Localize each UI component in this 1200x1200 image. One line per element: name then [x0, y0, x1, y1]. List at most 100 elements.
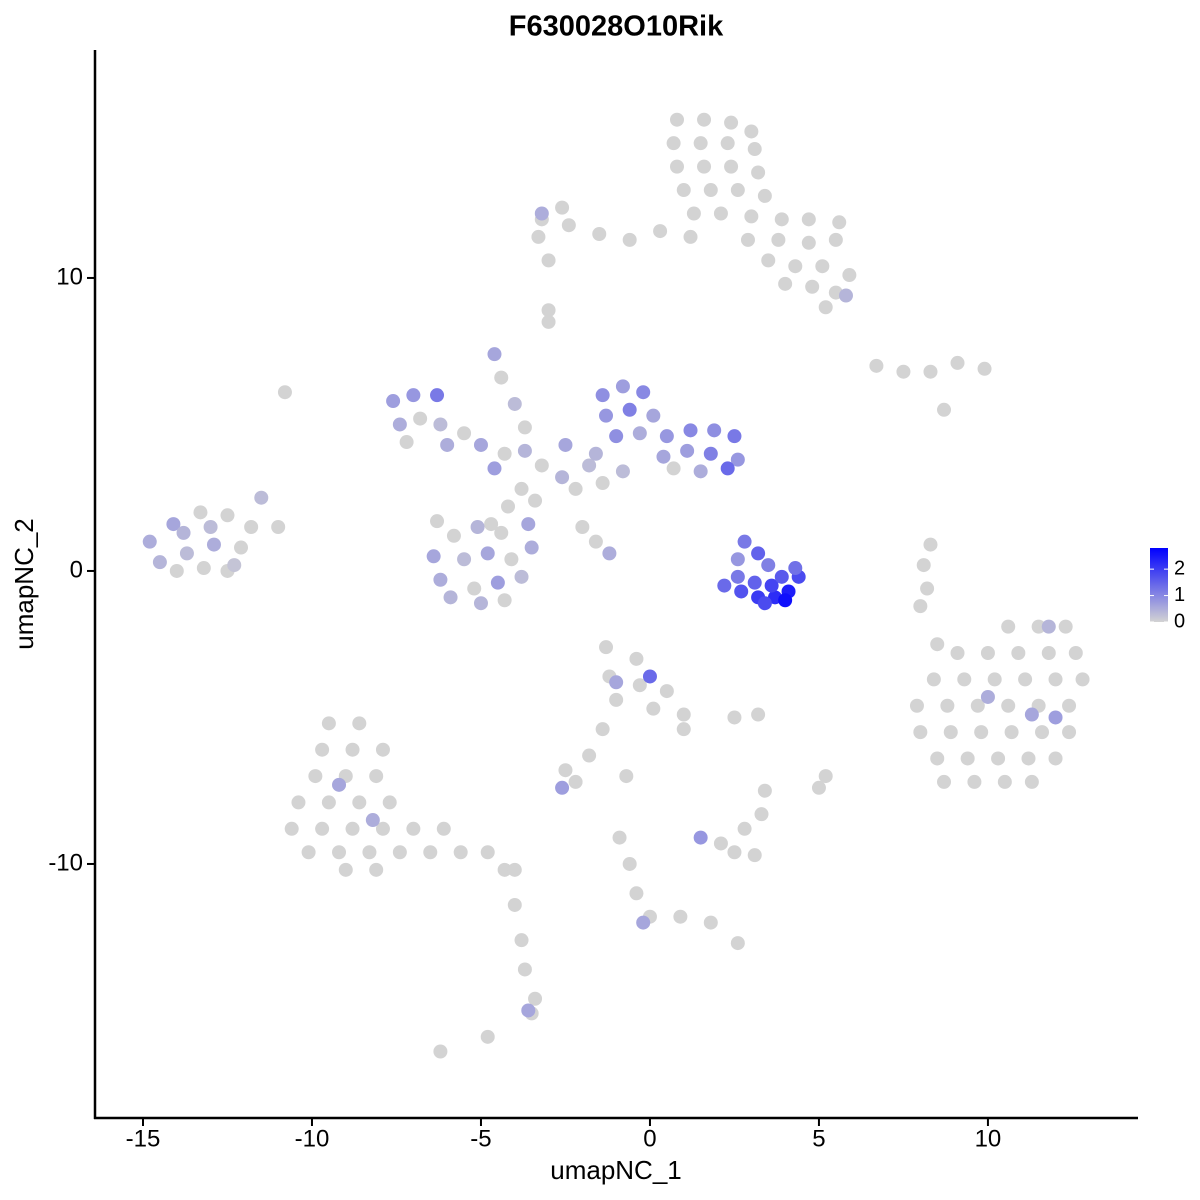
point: [622, 402, 637, 417]
point: [1004, 725, 1019, 740]
point: [693, 136, 708, 151]
point: [487, 461, 502, 476]
point: [937, 774, 952, 789]
point: [308, 769, 323, 784]
point: [659, 429, 674, 444]
point: [697, 112, 712, 127]
point: [430, 514, 445, 529]
point: [592, 227, 607, 242]
point: [659, 684, 674, 699]
point: [176, 525, 191, 540]
x-tick-label: -10: [295, 1125, 330, 1152]
point: [528, 493, 543, 508]
point: [980, 689, 995, 704]
point: [1048, 672, 1063, 687]
point: [588, 534, 603, 549]
point: [916, 558, 931, 573]
point: [676, 183, 691, 198]
point: [612, 830, 627, 845]
point: [413, 411, 428, 426]
point: [1021, 751, 1036, 766]
point: [757, 596, 772, 611]
point: [315, 821, 330, 836]
point: [440, 437, 455, 452]
point: [1058, 619, 1073, 634]
point: [970, 698, 985, 713]
point: [730, 452, 745, 467]
point: [724, 159, 739, 174]
point: [656, 449, 671, 464]
point: [561, 218, 576, 233]
point: [615, 379, 630, 394]
point: [805, 279, 820, 294]
point: [517, 420, 532, 435]
point: [609, 675, 624, 690]
point: [909, 698, 924, 713]
point: [832, 215, 847, 230]
point: [399, 435, 414, 450]
point: [1035, 725, 1050, 740]
point: [555, 470, 570, 485]
point: [1024, 774, 1039, 789]
point: [1001, 619, 1016, 634]
point: [457, 552, 472, 567]
point: [271, 520, 286, 535]
point: [575, 520, 590, 535]
point: [369, 862, 384, 877]
point: [977, 361, 992, 376]
point: [761, 558, 776, 573]
point: [957, 672, 972, 687]
point: [392, 417, 407, 432]
point: [433, 1044, 448, 1059]
point: [1041, 619, 1056, 634]
point: [747, 142, 762, 157]
point: [937, 402, 952, 417]
point: [1048, 710, 1063, 725]
point: [406, 388, 421, 403]
point: [609, 692, 624, 707]
point: [751, 546, 766, 561]
point: [707, 423, 722, 438]
point: [595, 388, 610, 403]
point: [517, 443, 532, 458]
point: [406, 821, 421, 836]
point: [332, 777, 347, 792]
point: [521, 517, 536, 532]
point: [673, 909, 688, 924]
point: [703, 915, 718, 930]
point: [436, 821, 451, 836]
point: [467, 581, 482, 596]
point: [636, 385, 651, 400]
point: [764, 578, 779, 593]
point: [632, 426, 647, 441]
point: [974, 725, 989, 740]
point: [869, 358, 884, 373]
point: [507, 897, 522, 912]
point: [676, 722, 691, 737]
point: [433, 572, 448, 587]
point: [754, 807, 769, 822]
point: [771, 232, 786, 247]
point: [842, 268, 857, 283]
point: [811, 780, 826, 795]
point: [653, 224, 668, 239]
point: [838, 288, 853, 303]
y-axis-label: umapNC_2: [9, 518, 39, 650]
point: [609, 429, 624, 444]
point: [507, 862, 522, 877]
point: [277, 385, 292, 400]
colorbar-label: 2: [1174, 557, 1185, 579]
point: [778, 276, 793, 291]
point: [595, 476, 610, 491]
point: [369, 769, 384, 784]
point: [446, 528, 461, 543]
point: [382, 795, 397, 810]
point: [801, 212, 816, 227]
points: [142, 112, 1090, 1059]
x-tick-label: 10: [975, 1125, 1002, 1152]
point: [815, 259, 830, 274]
point: [1031, 619, 1046, 634]
chart-title: F630028O10Rik: [509, 11, 724, 43]
point: [501, 499, 516, 514]
colorbar-label: 0: [1174, 610, 1185, 632]
